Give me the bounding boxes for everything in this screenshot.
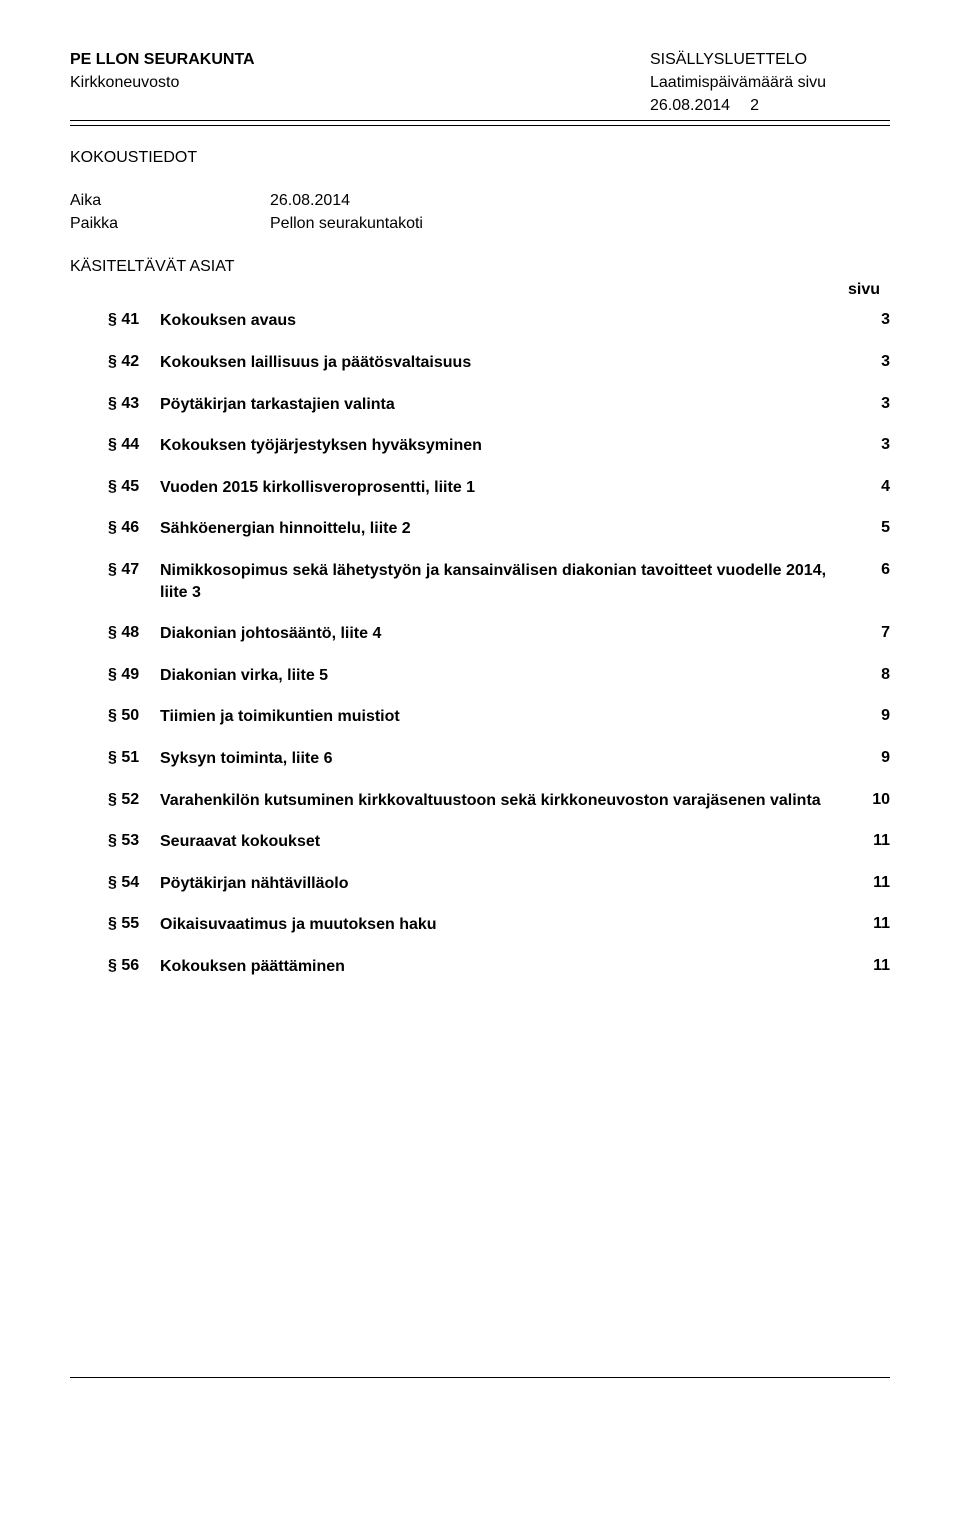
agenda-item-page: 7 (854, 623, 890, 644)
agenda-item-text: Sähköenergian hinnoittelu, liite 2 (160, 518, 854, 540)
header-top-row: PE LLON SEURAKUNTA SISÄLLYSLUETTELO (70, 50, 890, 71)
agenda-item-text: Tiimien ja toimikuntien muistiot (160, 706, 854, 728)
agenda-item-number: § 48 (108, 623, 160, 644)
agenda-item-page: 5 (854, 518, 890, 539)
agenda-item: § 41Kokouksen avaus3 (108, 310, 890, 332)
agenda-item-number: § 44 (108, 435, 160, 456)
meeting-place-label: Paikka (70, 214, 270, 235)
agenda-item: § 47Nimikkosopimus sekä lähetystyön ja k… (108, 560, 890, 603)
agenda-item-page: 9 (854, 748, 890, 769)
agenda-item-text: Syksyn toiminta, liite 6 (160, 748, 854, 770)
agenda-item-text: Pöytäkirjan tarkastajien valinta (160, 394, 854, 416)
agenda-item: § 51Syksyn toiminta, liite 69 (108, 748, 890, 770)
agenda-item: § 42Kokouksen laillisuus ja päätösvaltai… (108, 352, 890, 374)
agenda-item: § 44Kokouksen työjärjestyksen hyväksymin… (108, 435, 890, 457)
agenda-item-text: Seuraavat kokoukset (160, 831, 854, 853)
divider-line (70, 120, 890, 121)
agenda-item-text: Vuoden 2015 kirkollisveroprosentti, liit… (160, 477, 854, 499)
agenda-item-page: 3 (854, 435, 890, 456)
agenda-item-text: Diakonian johtosääntö, liite 4 (160, 623, 854, 645)
agenda-item-page: 11 (854, 831, 890, 852)
agenda-item-number: § 54 (108, 873, 160, 894)
page-column-label: sivu (70, 280, 890, 301)
org-name-left: PE LLON SEURAKUNTA (70, 50, 255, 71)
divider-line-2 (70, 125, 890, 126)
agenda-item-number: § 41 (108, 310, 160, 331)
agenda-item: § 54Pöytäkirjan nähtävilläolo11 (108, 873, 890, 895)
agenda-item-number: § 49 (108, 665, 160, 686)
header-page: 2 (750, 96, 759, 117)
agenda-item: § 55Oikaisuvaatimus ja muutoksen haku11 (108, 914, 890, 936)
agenda-item: § 45Vuoden 2015 kirkollisveroprosentti, … (108, 477, 890, 499)
agenda-item-number: § 52 (108, 790, 160, 811)
agenda-item-page: 6 (854, 560, 890, 581)
meeting-time-label: Aika (70, 191, 270, 212)
agenda-list: § 41Kokouksen avaus3§ 42Kokouksen lailli… (70, 310, 890, 977)
meeting-section-title: KOKOUSTIEDOT (70, 148, 890, 169)
agenda-item-page: 3 (854, 310, 890, 331)
agenda-item: § 56Kokouksen päättäminen11 (108, 956, 890, 978)
agenda-item-text: Nimikkosopimus sekä lähetystyön ja kansa… (160, 560, 854, 603)
meeting-time-row: Aika 26.08.2014 (70, 191, 890, 212)
agenda-item-number: § 46 (108, 518, 160, 539)
agenda-item: § 50Tiimien ja toimikuntien muistiot9 (108, 706, 890, 728)
body-name-left: Kirkkoneuvosto (70, 73, 179, 94)
agenda-item-page: 3 (854, 394, 890, 415)
header-date: 26.08.2014 (650, 96, 730, 117)
agenda-item-text: Kokouksen päättäminen (160, 956, 854, 978)
agenda-item-page: 3 (854, 352, 890, 373)
agenda-item-number: § 42 (108, 352, 160, 373)
agenda-item-number: § 56 (108, 956, 160, 977)
agenda-item: § 52Varahenkilön kutsuminen kirkkovaltuu… (108, 790, 890, 812)
header-right-title: SISÄLLYSLUETTELO (650, 50, 890, 71)
agenda-item-number: § 43 (108, 394, 160, 415)
meeting-place-row: Paikka Pellon seurakuntakoti (70, 214, 890, 235)
agenda-item-page: 9 (854, 706, 890, 727)
header-date-row: 26.08.2014 2 (70, 96, 890, 117)
agenda-item-page: 11 (854, 873, 890, 894)
agenda-item: § 48Diakonian johtosääntö, liite 47 (108, 623, 890, 645)
agenda-item-text: Kokouksen työjärjestyksen hyväksyminen (160, 435, 854, 457)
agenda-item-page: 4 (854, 477, 890, 498)
footer-divider (70, 1377, 890, 1378)
agenda-item-number: § 55 (108, 914, 160, 935)
agenda-item-text: Oikaisuvaatimus ja muutoksen haku (160, 914, 854, 936)
meeting-time-value: 26.08.2014 (270, 191, 350, 212)
agenda-item-number: § 53 (108, 831, 160, 852)
meeting-info-section: KOKOUSTIEDOT Aika 26.08.2014 Paikka Pell… (70, 148, 890, 234)
agenda-item-number: § 47 (108, 560, 160, 581)
agenda-item-text: Kokouksen avaus (160, 310, 854, 332)
agenda-item-number: § 45 (108, 477, 160, 498)
agenda-item-text: Pöytäkirjan nähtävilläolo (160, 873, 854, 895)
agenda-item-page: 11 (854, 914, 890, 935)
header-sub-row: Kirkkoneuvosto Laatimispäivämäärä sivu (70, 73, 890, 94)
agenda-item: § 49Diakonian virka, liite 58 (108, 665, 890, 687)
agenda-title: KÄSITELTÄVÄT ASIAT (70, 257, 890, 278)
agenda-item-page: 11 (854, 956, 890, 977)
agenda-item: § 53Seuraavat kokoukset11 (108, 831, 890, 853)
agenda-item-number: § 51 (108, 748, 160, 769)
agenda-item-page: 10 (854, 790, 890, 811)
agenda-item-page: 8 (854, 665, 890, 686)
header-right-sub: Laatimispäivämäärä sivu (650, 73, 890, 94)
meeting-place-value: Pellon seurakuntakoti (270, 214, 423, 235)
agenda-item: § 46Sähköenergian hinnoittelu, liite 25 (108, 518, 890, 540)
agenda-item-text: Diakonian virka, liite 5 (160, 665, 854, 687)
agenda-item-number: § 50 (108, 706, 160, 727)
agenda-item: § 43Pöytäkirjan tarkastajien valinta3 (108, 394, 890, 416)
agenda-item-text: Kokouksen laillisuus ja päätösvaltaisuus (160, 352, 854, 374)
agenda-item-text: Varahenkilön kutsuminen kirkkovaltuustoo… (160, 790, 854, 812)
